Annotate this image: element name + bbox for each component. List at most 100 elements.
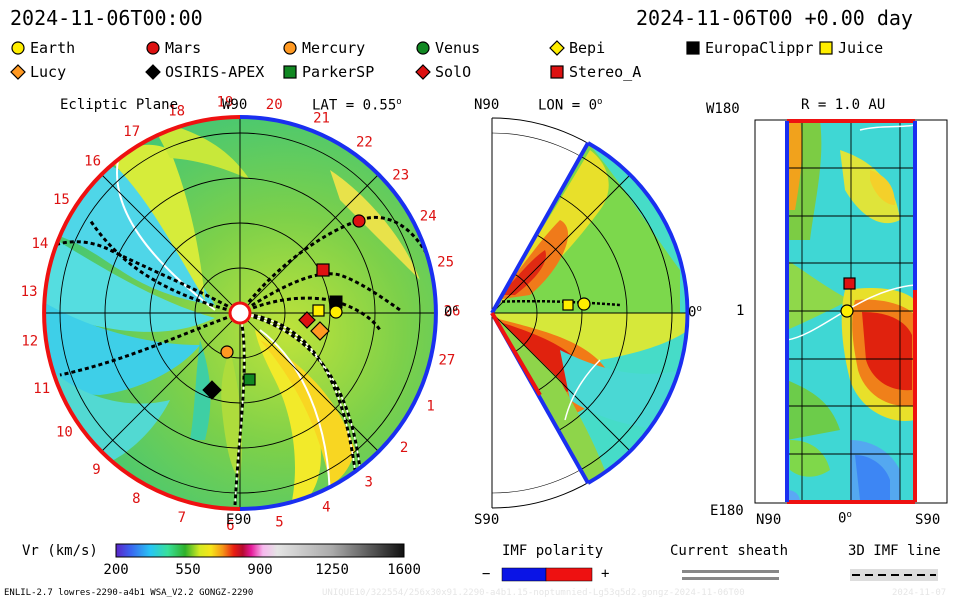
colorbar-tick-label: 550 — [175, 562, 201, 578]
colorbar-tick-label: 1600 — [387, 562, 421, 578]
radial-n90: N90 — [756, 512, 782, 528]
circle-marker-icon — [283, 41, 297, 55]
earth-marker-meridional — [577, 297, 591, 311]
legend-item-venus: Venus — [415, 39, 480, 57]
model-info: ENLIL-2.7 lowres-2290-a4b1 WSA_V2.2 GONG… — [4, 588, 254, 598]
ecliptic-title: Ecliptic Plane — [60, 97, 179, 113]
ecliptic-zero-label: 0o — [444, 304, 458, 321]
imf-plus: + — [601, 566, 610, 582]
radial-panel — [754, 119, 948, 504]
meridional-panel — [490, 117, 690, 509]
legend-label: Stereo_A — [569, 63, 642, 81]
legend-label: Lucy — [30, 63, 67, 81]
legend-label: ParkerSP — [302, 63, 375, 81]
meridional-s90: S90 — [474, 512, 500, 528]
legend-label: SolO — [435, 63, 472, 81]
rotation-tick-label: 5 — [275, 514, 283, 530]
rotation-tick-label: 17 — [123, 124, 140, 140]
current-sheath-swatch — [682, 570, 779, 580]
square-marker-icon — [283, 65, 297, 79]
diamond-marker-icon — [10, 64, 26, 80]
square-marker-icon — [686, 41, 700, 55]
legend-item-bepi: Bepi — [549, 39, 605, 57]
legend-item-parkersp: ParkerSP — [282, 63, 374, 81]
rotation-tick-label: 20 — [266, 97, 283, 113]
current-sheath-label: Current sheath — [670, 543, 789, 559]
circle-marker-icon — [146, 41, 160, 55]
rotation-tick-label: 1 — [426, 399, 434, 415]
rotation-tick-label: 18 — [168, 104, 185, 120]
lucy-marker — [310, 321, 330, 341]
earth-marker-radial — [840, 304, 854, 318]
rotation-tick-label: 25 — [437, 255, 454, 271]
solo-marker — [298, 311, 316, 329]
rotation-tick-label: 12 — [21, 333, 38, 349]
rotation-tick-label: 23 — [392, 168, 409, 184]
legend-item-earth: Earth — [10, 39, 75, 57]
imf-polarity-bar — [501, 567, 593, 582]
run-info: UNIQUE10/322554/256x30x91.2290-a4b1.15-n… — [322, 588, 745, 598]
e90-label: E90 — [226, 512, 252, 528]
circle-marker-icon — [11, 41, 25, 55]
circle-marker-icon — [416, 41, 430, 55]
legend-label: OSIRIS-APEX — [165, 63, 265, 81]
rotation-tick-label: 21 — [313, 110, 330, 126]
meridional-zero-label: 0o — [688, 304, 702, 321]
timestamp: 2024-11-06T00:00 — [10, 6, 203, 30]
rotation-tick-label: 14 — [31, 236, 48, 252]
rotation-tick-label: 22 — [356, 134, 373, 150]
imf-polarity-label: IMF polarity — [502, 543, 604, 559]
legend-item-juice: Juice — [818, 39, 883, 57]
legend-item-lucy: Lucy — [10, 63, 66, 81]
rotation-tick-label: 11 — [33, 381, 50, 397]
rotation-tick-label: 10 — [56, 425, 73, 441]
lat-label: LAT = 0.55o — [312, 97, 402, 114]
legend-item-osiris-apex: OSIRIS-APEX — [145, 63, 264, 81]
rotation-tick-label: 13 — [21, 284, 38, 300]
square-marker-icon — [550, 65, 564, 79]
parker-marker — [243, 373, 256, 386]
stereo-a-marker — [316, 263, 330, 277]
radial-title: R = 1.0 AU — [801, 97, 886, 113]
legend-item-mars: Mars — [145, 39, 201, 57]
rotation-tick-label: 2 — [400, 440, 408, 456]
rotation-tick-label: 8 — [132, 491, 140, 507]
colorbar-tick-label: 200 — [103, 562, 129, 578]
mercury-marker — [220, 345, 234, 359]
legend-label: EuropaClippr — [705, 39, 814, 57]
colorbar-label: Vr (km/s) — [22, 543, 98, 559]
date-info: 2024-11-07 — [892, 588, 947, 598]
meridional-n90: N90 — [474, 97, 500, 113]
rotation-tick-label: 9 — [92, 462, 100, 478]
imf-minus: − — [482, 566, 491, 582]
legend-label: Mercury — [302, 39, 366, 57]
mars-marker — [352, 214, 366, 228]
colorbar-tick-label: 900 — [247, 562, 273, 578]
legend-item-stereo-a: Stereo_A — [549, 63, 641, 81]
juice-marker-meridional — [562, 299, 574, 311]
ecliptic-spacecraft — [202, 214, 366, 400]
rotation-tick-label: 27 — [438, 352, 455, 368]
rotation-tick-label: 15 — [53, 192, 70, 208]
sun-marker — [228, 301, 252, 325]
legend-item-mercury: Mercury — [282, 39, 365, 57]
rotation-tick-label: 26 — [444, 303, 461, 319]
rotation-tick-label: 16 — [84, 154, 101, 170]
w90-label: W90 — [222, 97, 248, 113]
diamond-marker-icon — [415, 64, 431, 80]
model-time: 2024-11-06T00 +0.00 day — [636, 6, 913, 30]
rotation-tick-label: 7 — [178, 510, 186, 526]
legend-label: Venus — [435, 39, 481, 57]
colorbar-tick-label: 1250 — [315, 562, 349, 578]
legend-item-solo: SolO — [415, 63, 471, 81]
colorbar — [115, 543, 405, 558]
legend-label: Mars — [165, 39, 202, 57]
rotation-tick-label: 6 — [226, 518, 234, 534]
diamond-marker-icon — [145, 64, 161, 80]
juice-marker — [312, 304, 325, 317]
imf-line-label: 3D IMF line — [848, 543, 941, 559]
rotation-tick-label: 4 — [322, 500, 330, 516]
